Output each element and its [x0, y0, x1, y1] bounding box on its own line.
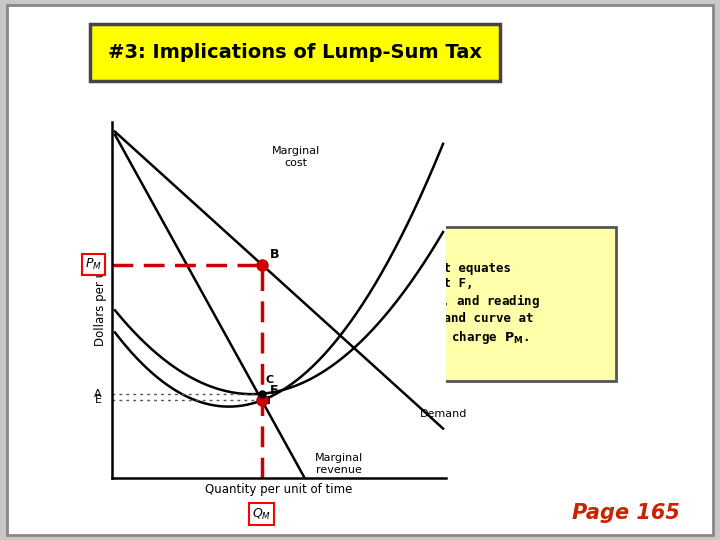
- Text: E: E: [94, 395, 102, 406]
- FancyBboxPatch shape: [335, 227, 616, 381]
- FancyBboxPatch shape: [90, 24, 500, 81]
- Text: F: F: [270, 384, 279, 397]
- X-axis label: Quantity per unit of time: Quantity per unit of time: [205, 483, 353, 496]
- Text: Marginal
revenue: Marginal revenue: [315, 453, 364, 475]
- Text: The monopolist equates
MC=MR at point F,
producing $\mathbf{Q_M}$, and reading
u: The monopolist equates MC=MR at point F,…: [346, 261, 540, 346]
- Y-axis label: Dollars per unit: Dollars per unit: [94, 254, 107, 346]
- Text: $Q_M$: $Q_M$: [252, 507, 271, 522]
- Text: T: T: [265, 395, 273, 406]
- Text: A: A: [94, 389, 102, 399]
- Text: Marginal
cost: Marginal cost: [271, 146, 320, 168]
- Text: #3: Implications of Lump-Sum Tax: #3: Implications of Lump-Sum Tax: [108, 43, 482, 62]
- Text: Demand: Demand: [420, 409, 467, 419]
- Text: C: C: [265, 375, 274, 385]
- Text: Page 165: Page 165: [572, 503, 680, 523]
- Text: $P_M$: $P_M$: [85, 257, 102, 272]
- Text: B: B: [270, 248, 279, 261]
